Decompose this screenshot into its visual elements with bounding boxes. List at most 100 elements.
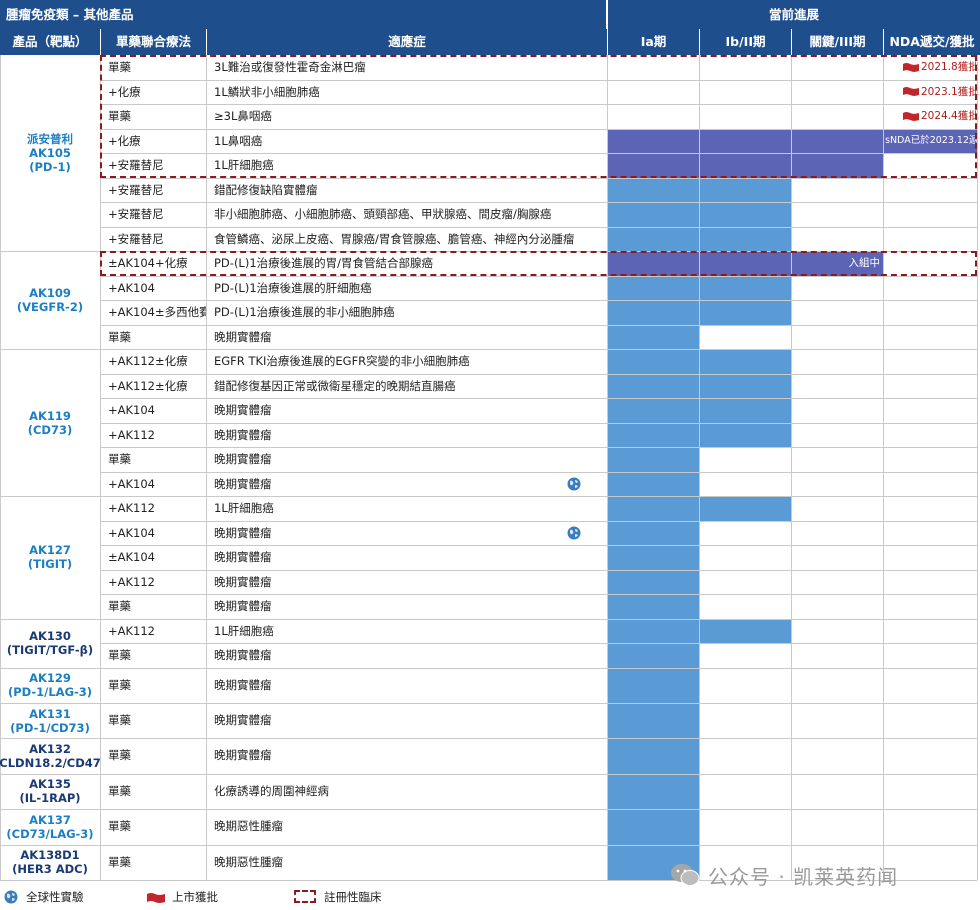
row-divider bbox=[0, 880, 977, 881]
wechat-icon bbox=[671, 864, 700, 886]
indication-cell: 非小細胞肺癌、小細胞肺癌、頭頸部癌、甲狀腺癌、間皮瘤/胸腺癌 bbox=[214, 207, 552, 221]
phase-pivotal-header: 關鍵/III期 bbox=[791, 29, 883, 55]
indication-cell: PD-(L)1治療後進展的非小細胞肺癌 bbox=[214, 305, 395, 319]
globe-icon bbox=[4, 890, 18, 904]
therapy-cell: 單藥 bbox=[108, 452, 131, 466]
product-name-line: (CLDN18.2/CD47) bbox=[0, 756, 100, 771]
indication-cell: 晚期實體瘤 bbox=[214, 599, 272, 613]
row-divider bbox=[100, 226, 977, 228]
row-divider bbox=[0, 773, 977, 775]
column-divider bbox=[0, 55, 1, 880]
indication-cell: 晚期實體瘤 bbox=[214, 550, 272, 564]
nda-header: NDA遞交/獲批 bbox=[883, 29, 980, 55]
indication-cell: 1L肝細胞癌 bbox=[214, 158, 274, 172]
product-cell: AK127 (TIGIT) bbox=[0, 496, 100, 619]
product-name-line: AK138D1 bbox=[20, 848, 80, 863]
indication-cell: 晚期實體瘤 bbox=[214, 712, 272, 727]
therapy-cell: +AK112 bbox=[108, 501, 155, 515]
indication-cell: 1L鱗狀非小細胞肺癌 bbox=[214, 84, 320, 99]
legend-dash-swatch bbox=[294, 890, 316, 903]
legend-approved-label: 上市獲批 bbox=[172, 890, 218, 904]
indication-cell: 食管鱗癌、泌尿上皮癌、胃腺癌/胃食管腺癌、膽管癌、神經內分泌腫瘤 bbox=[214, 231, 575, 246]
indication-cell: 錯配修復基因正常或微衛星穩定的晚期結直腸癌 bbox=[214, 378, 456, 393]
product-name-line: AK127 bbox=[29, 543, 71, 558]
therapy-cell: +安羅替尼 bbox=[108, 207, 164, 221]
row-divider bbox=[100, 545, 977, 546]
therapy-cell: +AK104 bbox=[108, 403, 155, 417]
therapy-cell: +AK112 bbox=[108, 574, 155, 589]
product-name-line: AK109 bbox=[29, 286, 71, 300]
product-cell: AK135 (IL-1RAP) bbox=[0, 774, 100, 809]
row-divider bbox=[0, 349, 977, 350]
column-divider bbox=[206, 55, 207, 880]
indication-cell: EGFR TKI治療後進展的EGFR突變的非小細胞肺癌 bbox=[214, 354, 470, 368]
indication-cell: 晚期惡性腫瘤 bbox=[214, 819, 283, 834]
indication-cell: 晚期實體瘤 bbox=[214, 427, 272, 442]
product-name-line: (PD-1/LAG-3) bbox=[7, 685, 93, 700]
row-divider bbox=[100, 643, 977, 644]
product-cell: AK131 (PD-1/CD73) bbox=[0, 703, 100, 738]
column-divider bbox=[883, 55, 884, 880]
column-divider bbox=[699, 55, 700, 880]
row-divider bbox=[0, 809, 977, 811]
indication-cell: 化療誘導的周圍神經病 bbox=[214, 783, 329, 798]
table-title: 腫瘤免疫類 – 其他產品 bbox=[0, 0, 606, 29]
product-column-header: 產品（靶點） bbox=[0, 29, 100, 55]
progress-header: 當前進展 bbox=[607, 0, 980, 29]
flag-icon bbox=[903, 62, 919, 72]
row-divider bbox=[100, 275, 977, 277]
product-cell: AK129 (PD-1/LAG-3) bbox=[0, 668, 100, 703]
product-cell: AK119 (CD73) bbox=[0, 349, 100, 496]
therapy-cell: +AK112 bbox=[108, 623, 155, 638]
legend-registrational-label: 註冊性臨床 bbox=[324, 890, 382, 904]
therapy-cell: +化療 bbox=[108, 84, 141, 99]
column-divider bbox=[791, 55, 792, 880]
product-name-line: (TIGIT/TGF-β) bbox=[6, 643, 94, 657]
row-divider bbox=[0, 738, 977, 740]
therapy-cell: +AK104 bbox=[108, 280, 155, 295]
row-divider bbox=[100, 128, 977, 130]
therapy-cell: +安羅替尼 bbox=[108, 231, 164, 246]
row-divider bbox=[100, 569, 977, 571]
phase-bar bbox=[607, 153, 883, 178]
registrational-box bbox=[100, 55, 977, 178]
phase-bar bbox=[607, 545, 699, 570]
indication-cell: 晚期實體瘤 bbox=[214, 525, 272, 540]
therapy-cell: +AK112 bbox=[108, 427, 155, 442]
indication-cell: 晚期實體瘤 bbox=[214, 648, 272, 662]
therapy-column-header: 單藥聯合療法 bbox=[100, 29, 206, 55]
registrational-box bbox=[100, 251, 977, 276]
product-cell: 派安普利 AK105 (PD-1) bbox=[0, 55, 100, 251]
therapy-cell: 單藥 bbox=[108, 712, 131, 727]
therapy-cell: +AK112±化療 bbox=[108, 378, 188, 393]
row-divider bbox=[0, 844, 977, 846]
row-divider bbox=[100, 422, 977, 424]
therapy-cell: 單藥 bbox=[108, 329, 131, 344]
phase-bar bbox=[607, 447, 699, 472]
row-divider bbox=[0, 618, 977, 620]
product-name-line: AK105 bbox=[29, 146, 71, 160]
therapy-cell: 單藥 bbox=[108, 854, 131, 869]
therapy-cell: +AK104±多西他賽 bbox=[108, 305, 206, 319]
product-name-line: (CD73/LAG-3) bbox=[6, 826, 94, 841]
row-divider bbox=[100, 398, 977, 399]
therapy-cell: 單藥 bbox=[108, 60, 131, 74]
therapy-cell: 單藥 bbox=[108, 109, 131, 123]
phase-bar bbox=[607, 594, 699, 619]
product-name-line: (VEGFR-2) bbox=[16, 300, 84, 314]
product-cell: AK130 (TIGIT/TGF-β) bbox=[0, 619, 100, 668]
therapy-cell: +安羅替尼 bbox=[108, 158, 164, 172]
product-name-line: AK119 bbox=[29, 408, 71, 423]
row-divider bbox=[0, 667, 977, 669]
indication-column-header: 適應症 bbox=[206, 29, 607, 55]
therapy-cell: ±AK104 bbox=[108, 550, 155, 564]
indication-cell: 晚期實體瘤 bbox=[214, 748, 272, 763]
indication-cell: 晚期實體瘤 bbox=[214, 403, 272, 417]
indication-cell: ≥3L鼻咽癌 bbox=[214, 109, 272, 123]
row-divider bbox=[100, 520, 977, 522]
phase-ib-ii-header: Ib/II期 bbox=[699, 29, 791, 55]
globe-icon bbox=[567, 477, 581, 491]
therapy-cell: 單藥 bbox=[108, 599, 131, 613]
phase-bar bbox=[607, 471, 699, 496]
phase-bar bbox=[607, 773, 699, 810]
